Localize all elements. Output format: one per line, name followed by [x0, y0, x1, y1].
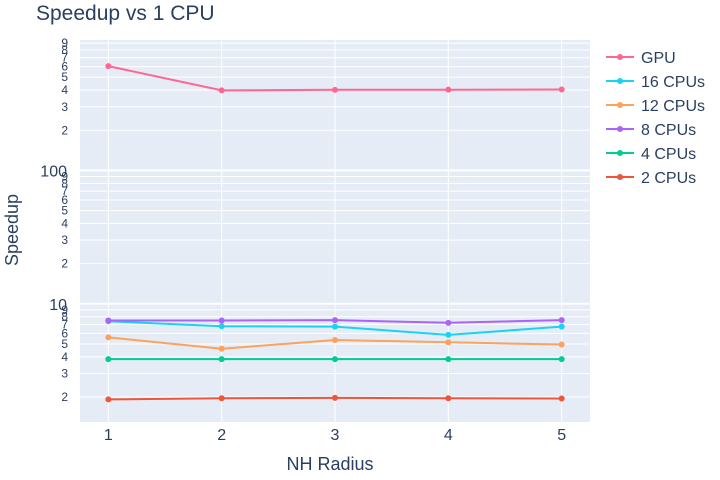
series-4-cpus: [105, 356, 565, 363]
x-axis-ticks: 1 2 3 4 5: [104, 427, 566, 444]
data-point: [218, 356, 225, 363]
data-point: [218, 317, 225, 324]
y-minor-tick-label: 2: [61, 257, 68, 271]
y-major-tick-label: 100: [40, 163, 67, 180]
gridlines: [80, 40, 590, 422]
series-gpu: [105, 63, 565, 94]
data-point: [445, 319, 452, 326]
legend-item: GPU: [606, 50, 676, 67]
series-layer: [105, 63, 565, 403]
data-point: [558, 356, 565, 363]
legend-label: 2 CPUs: [641, 170, 696, 187]
data-point: [445, 86, 452, 93]
x-tick-label: 1: [104, 427, 113, 444]
data-point: [445, 339, 452, 346]
data-point: [218, 345, 225, 352]
x-axis-title: NH Radius: [286, 454, 373, 474]
data-point: [558, 323, 565, 330]
legend-item: 8 CPUs: [606, 122, 696, 139]
y-major-tick-label: 10: [49, 297, 67, 314]
y-minor-tick-label: 7: [61, 184, 68, 198]
y-minor-tick-label: 2: [61, 390, 68, 404]
legend-label: GPU: [641, 50, 676, 67]
series-8-cpus: [105, 317, 565, 326]
y-minor-tick-label: 4: [61, 350, 68, 364]
legend-marker: [617, 174, 623, 180]
y-minor-tick-label: 6: [61, 60, 68, 74]
y-minor-tick-label: 3: [61, 367, 68, 381]
y-minor-tick-label: 8: [61, 310, 68, 324]
data-point: [105, 356, 112, 363]
data-point: [105, 334, 112, 341]
y-minor-tick-label: 3: [61, 100, 68, 114]
legend-marker: [617, 102, 623, 108]
data-point: [445, 356, 452, 363]
y-minor-tick-label: 5: [61, 204, 68, 218]
y-minor-tick-label: 5: [61, 337, 68, 351]
data-point: [105, 396, 112, 403]
data-point: [332, 394, 338, 401]
y-minor-tick-label: 8: [61, 176, 68, 190]
legend-item: 16 CPUs: [606, 74, 705, 91]
legend-label: 4 CPUs: [641, 146, 696, 163]
legend-label: 12 CPUs: [641, 98, 705, 115]
legend-item: 2 CPUs: [606, 170, 696, 187]
y-axis-title: Speedup: [2, 194, 22, 266]
data-point: [445, 395, 452, 402]
x-tick-label: 2: [217, 427, 226, 444]
series-2-cpus: [105, 394, 565, 403]
y-minor-tick-label: 2: [61, 123, 68, 137]
data-point: [332, 317, 338, 324]
legend-item: 4 CPUs: [606, 146, 696, 163]
legend-marker: [617, 78, 623, 84]
data-point: [105, 317, 112, 324]
legend-item: 12 CPUs: [606, 98, 705, 115]
data-point: [105, 63, 112, 70]
y-minor-tick-label: 6: [61, 326, 68, 340]
data-point: [218, 395, 225, 402]
data-point: [332, 323, 338, 330]
x-tick-label: 4: [444, 427, 453, 444]
legend-marker: [617, 126, 623, 132]
data-point: [558, 395, 565, 402]
data-point: [332, 86, 338, 93]
legend-marker: [617, 54, 623, 60]
y-minor-tick-label: 9: [61, 303, 68, 317]
y-minor-tick-label: 5: [61, 70, 68, 84]
legend: GPU 16 CPUs 12 CPUs 8 CPUs 4 CPUs 2 CPUs: [606, 50, 705, 187]
y-minor-tick-label: 8: [61, 43, 68, 57]
y-minor-tick-label: 9: [61, 36, 68, 50]
data-point: [445, 331, 452, 338]
data-point: [332, 356, 338, 363]
y-minor-tick-label: 7: [61, 51, 68, 65]
y-minor-tick-label: 3: [61, 233, 68, 247]
legend-label: 8 CPUs: [641, 122, 696, 139]
data-point: [332, 337, 338, 344]
x-tick-label: 3: [331, 427, 340, 444]
x-tick-label: 5: [557, 427, 566, 444]
data-point: [558, 341, 565, 348]
legend-label: 16 CPUs: [641, 74, 705, 91]
y-minor-tick-label: 4: [61, 216, 68, 230]
data-point: [558, 86, 565, 93]
y-minor-tick-label: 4: [61, 83, 68, 97]
data-point: [218, 87, 225, 94]
y-minor-tick-label: 7: [61, 317, 68, 331]
y-minor-tick-label: 9: [61, 170, 68, 184]
chart-title: Speedup vs 1 CPU: [36, 2, 215, 25]
legend-marker: [617, 150, 623, 156]
y-minor-tick-label: 6: [61, 193, 68, 207]
series-12-cpus: [105, 334, 565, 352]
data-point: [558, 317, 565, 324]
data-point: [218, 323, 225, 330]
